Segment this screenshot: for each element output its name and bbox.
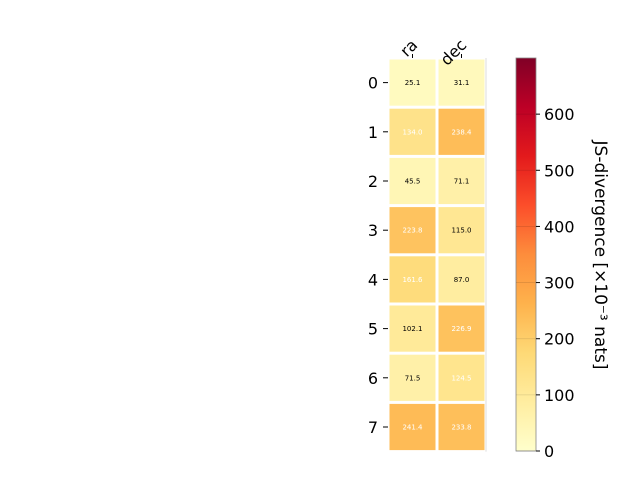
colorbar-tick-label: 400: [544, 217, 575, 236]
heatmap-cell: [389, 207, 436, 254]
colorbar-tick-label: 0: [544, 442, 554, 461]
heatmap-cell: [389, 305, 436, 352]
y-tick-label: 5: [368, 320, 378, 339]
x-tick-label: ra: [396, 35, 421, 60]
cell-value-label: 161.6: [402, 276, 423, 284]
heatmap-cell: [389, 108, 436, 155]
heatmap-cell: [389, 256, 436, 303]
row-tick-labels: 0 1 2 3 4 5 6 7: [368, 74, 388, 437]
y-tick-label: 3: [368, 221, 378, 240]
cell-value-label: 102.1: [402, 325, 422, 333]
y-tick-label: 4: [368, 270, 378, 289]
heatmap-grid: 25.1 31.1 134.0 238.4 45.5 71.1 223.8 115.0 161.…: [389, 58, 487, 452]
y-tick-label: 1: [368, 123, 378, 142]
cell-value-label: 45.5: [405, 178, 421, 186]
colorbar-tick-label: 500: [544, 161, 575, 180]
colorbar: 0 100 200 300 400 500 600: [515, 57, 575, 461]
cell-value-label: 31.1: [454, 79, 470, 87]
heatmap-cell: [389, 157, 436, 205]
heatmap-cell: [438, 207, 485, 254]
colorbar-tick-label: 300: [544, 274, 575, 293]
heatmap-cell: [438, 403, 485, 451]
cell-value-label: 124.5: [451, 374, 471, 382]
y-tick-label: 2: [368, 172, 378, 191]
cell-value-label: 233.8: [451, 424, 471, 432]
heatmap-cell: [438, 157, 485, 205]
colorbar-tick-label: 200: [544, 330, 575, 349]
cell-value-label: 223.8: [402, 227, 422, 235]
cell-value-label: 241.4: [402, 424, 423, 432]
colorbar-tick-label: 100: [544, 386, 575, 405]
colorbar-tick-label: 600: [544, 105, 575, 124]
cell-value-label: 71.5: [405, 374, 421, 382]
cell-value-label: 238.4: [451, 128, 472, 136]
cell-value-label: 226.9: [451, 325, 471, 333]
heatmap-cell: [438, 256, 485, 303]
y-tick-label: 6: [368, 369, 378, 388]
heatmap-cell: [438, 59, 485, 106]
y-tick-label: 7: [368, 418, 378, 437]
colorbar-label: JS-divergence [×10⁻³ nats]: [590, 140, 610, 370]
heatmap-cell: [389, 403, 436, 451]
colorbar-gradient: [515, 57, 537, 452]
cell-value-label: 134.0: [402, 128, 422, 136]
heatmap-cell: [389, 59, 436, 106]
heatmap-cell: [438, 354, 485, 401]
heatmap-cell: [438, 305, 485, 352]
cell-value-label: 115.0: [451, 227, 471, 235]
cell-value-label: 87.0: [454, 276, 470, 284]
heatmap-cell: [438, 108, 485, 155]
cell-value-label: 71.1: [454, 178, 470, 186]
y-tick-label: 0: [368, 74, 378, 93]
cell-value-label: 25.1: [405, 79, 421, 87]
heatmap-cell: [389, 354, 436, 401]
